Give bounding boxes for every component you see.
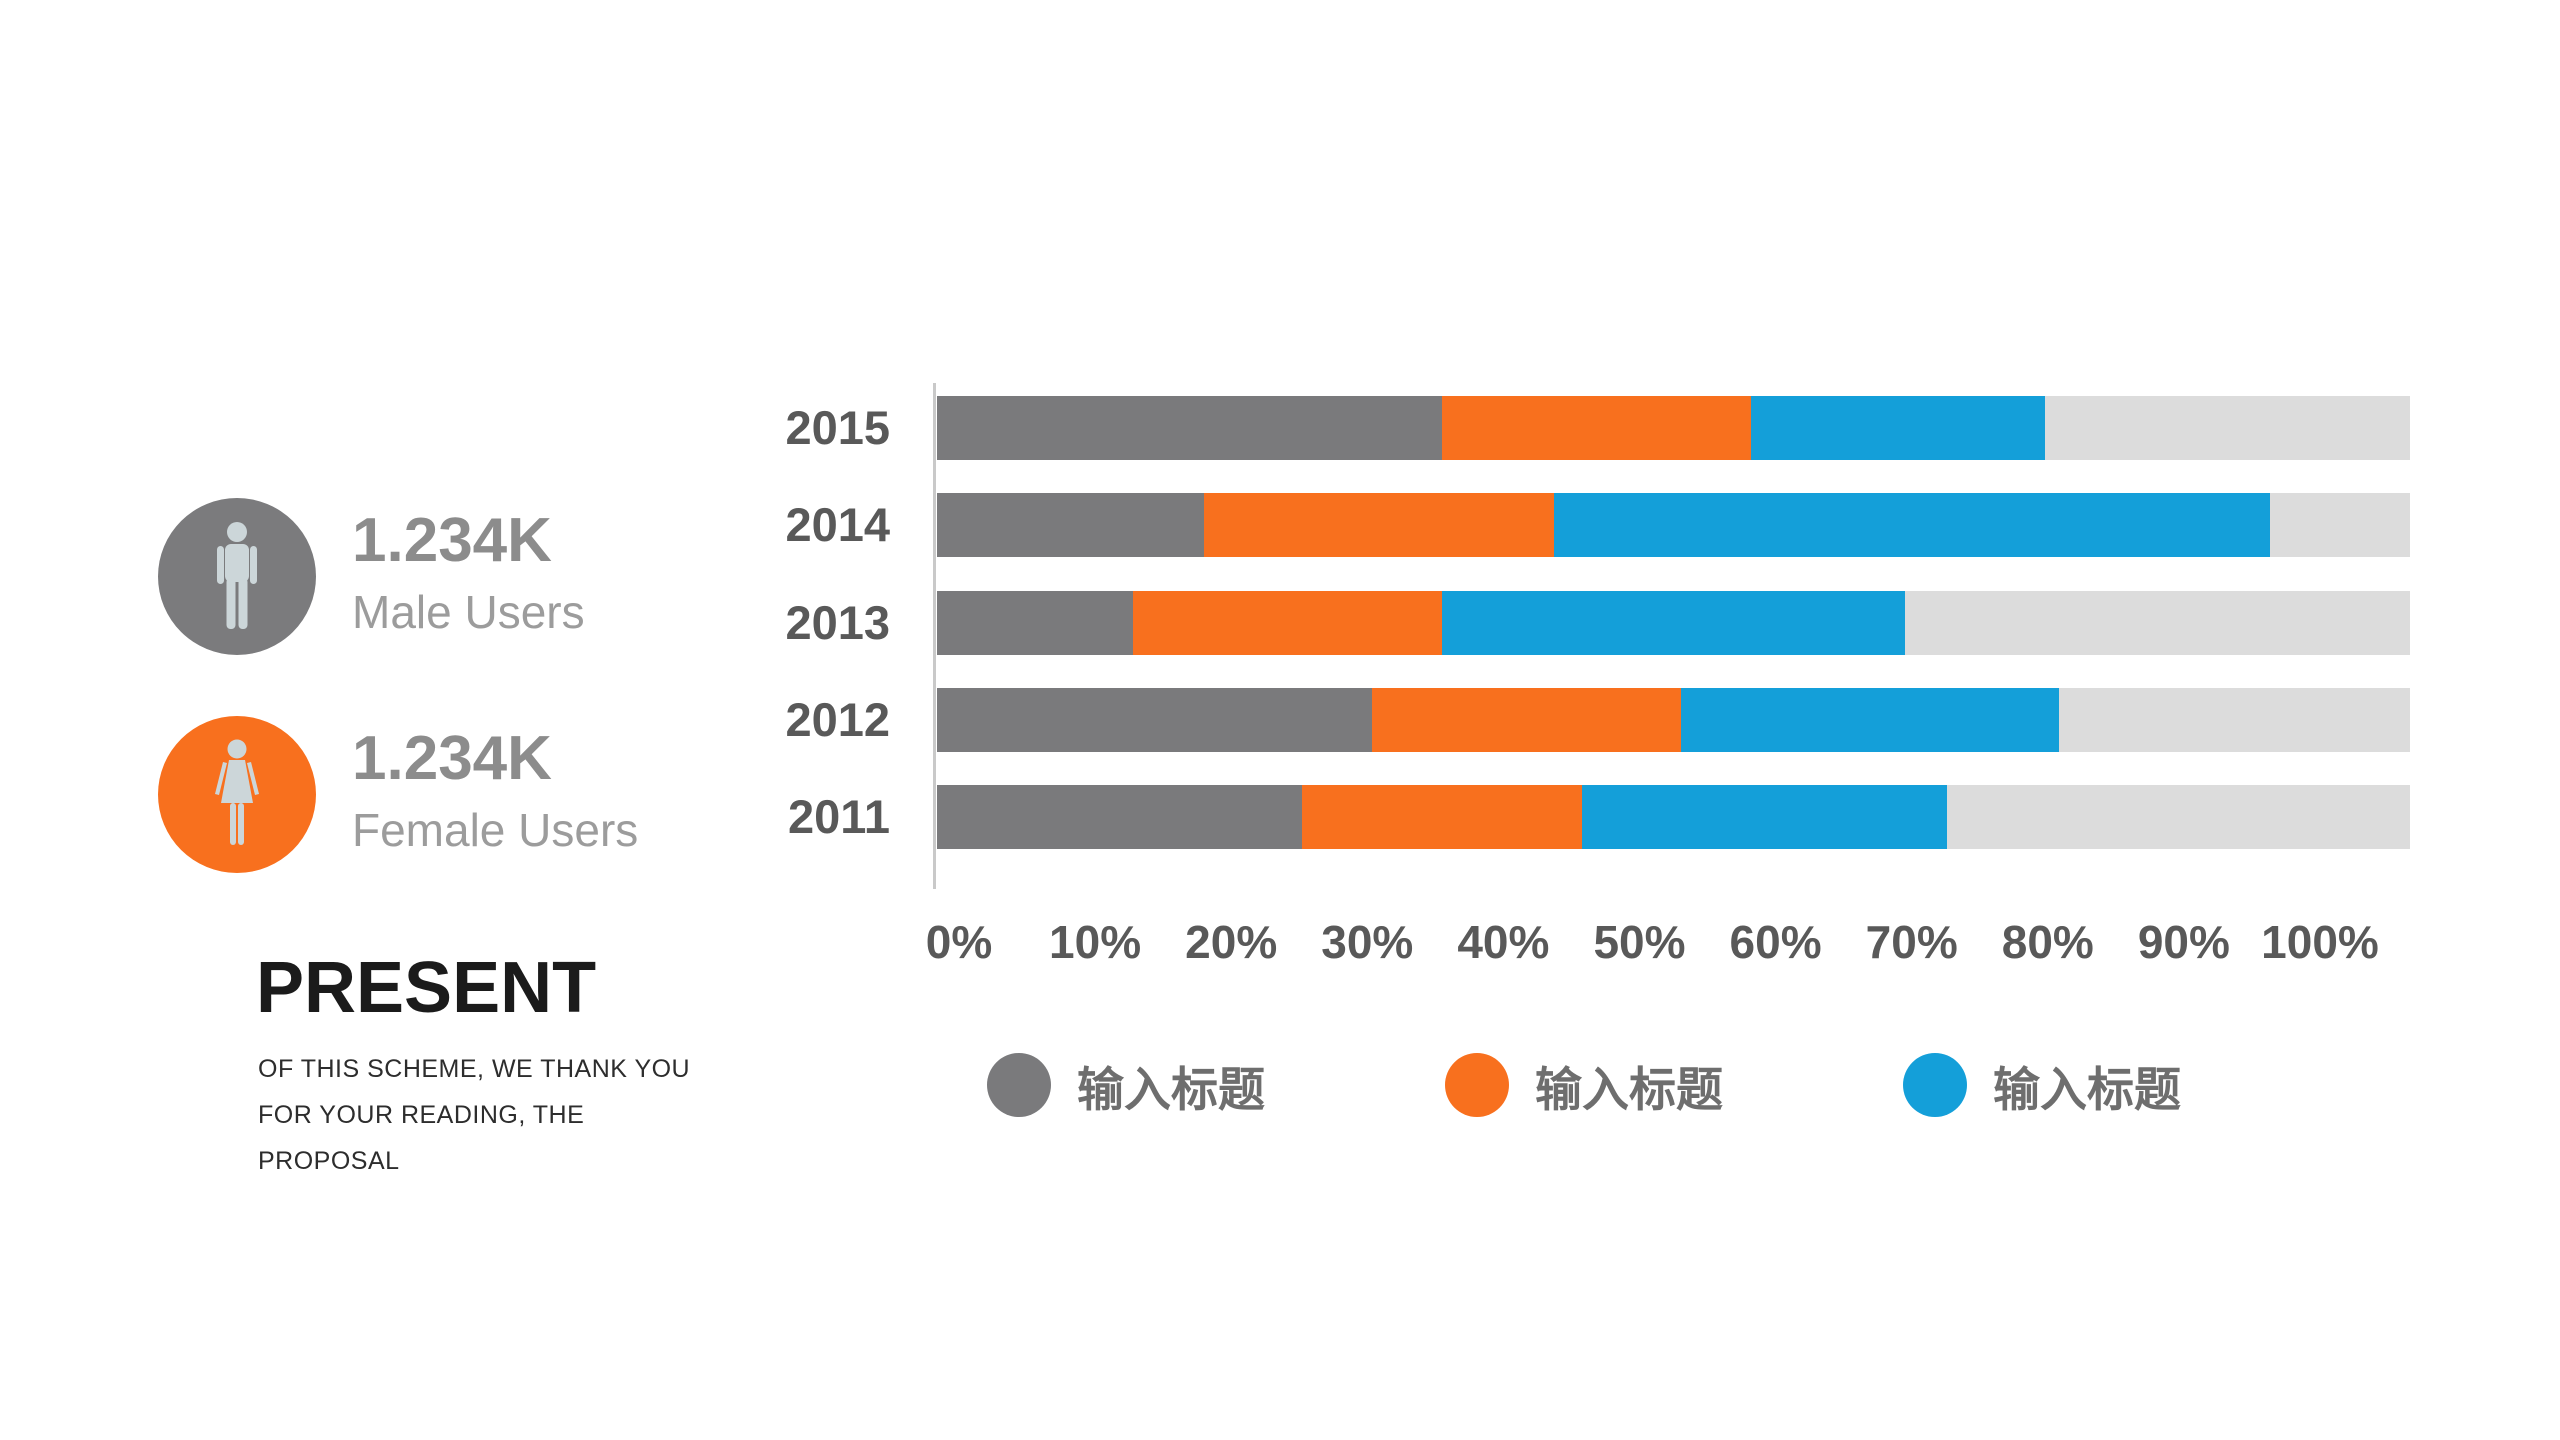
legend-marker-icon bbox=[1903, 1053, 1967, 1117]
bar-row: 2012 bbox=[0, 687, 2560, 752]
male-users-value: 1.234K bbox=[352, 506, 552, 575]
legend-item: 输入标题 bbox=[987, 1051, 1265, 1120]
bar-track bbox=[937, 785, 2410, 849]
bar-row: 2015 bbox=[0, 396, 2560, 460]
bar-segment bbox=[1301, 785, 1583, 849]
x-axis-ticks: 0% 10% 20% 30% 40% 50% 60% 70% 80% 90% 100% bbox=[926, 910, 2410, 974]
bar-row: 2014 bbox=[0, 493, 2560, 558]
male-users-stat: 1.234K Male Users bbox=[352, 506, 585, 638]
present-title: PRESENT bbox=[256, 948, 597, 1028]
x-tick-label: 40% bbox=[1457, 916, 1550, 968]
x-tick-label: 30% bbox=[1321, 916, 1414, 968]
bar-track bbox=[937, 396, 2410, 460]
bar-segment bbox=[937, 785, 1302, 849]
female-users-label: Female Users bbox=[352, 804, 639, 856]
legend-label: 输入标题 bbox=[1993, 1062, 2181, 1116]
x-tick-label: 50% bbox=[1593, 916, 1686, 968]
present-description-line: FOR YOUR READING, THE bbox=[258, 1101, 585, 1129]
bar-segment bbox=[937, 493, 1204, 558]
present-description-line: PROPOSAL bbox=[258, 1147, 400, 1175]
legend-label: 输入标题 bbox=[1077, 1062, 1265, 1116]
bar-row: 2013 bbox=[0, 590, 2560, 655]
present-description-line: OF THIS SCHEME, WE THANK YOU bbox=[258, 1055, 691, 1083]
category-label: 2011 bbox=[788, 790, 890, 843]
female-users-value: 1.234K bbox=[352, 724, 552, 793]
x-tick-label: 90% bbox=[2137, 916, 2230, 968]
x-tick-label: 60% bbox=[1729, 916, 1822, 968]
bar-segment bbox=[1133, 590, 1443, 655]
bar-segment bbox=[1554, 493, 2270, 558]
x-tick-label: 10% bbox=[1049, 916, 1142, 968]
male-users-circle bbox=[158, 498, 316, 655]
bar-track bbox=[937, 493, 2410, 558]
bar-segment bbox=[1680, 687, 2060, 752]
male-person-icon bbox=[217, 521, 257, 629]
legend-item: 输入标题 bbox=[1903, 1051, 2181, 1120]
legend-marker-icon bbox=[1445, 1053, 1509, 1117]
female-users-circle bbox=[158, 716, 316, 873]
bar-segment bbox=[937, 396, 1443, 460]
bar-segment bbox=[937, 590, 1134, 655]
category-label: 2012 bbox=[785, 692, 890, 746]
bar-row: 2011 bbox=[0, 785, 2560, 849]
x-tick-label: 80% bbox=[2001, 916, 2094, 968]
bar-segment bbox=[1442, 590, 1905, 655]
bar-segment bbox=[1750, 396, 2046, 460]
x-tick-label: 70% bbox=[1865, 916, 1958, 968]
female-person-icon bbox=[215, 739, 259, 845]
x-tick-label: 0% bbox=[925, 916, 993, 968]
legend-item: 输入标题 bbox=[1445, 1051, 1723, 1120]
y-axis-line bbox=[933, 383, 936, 889]
category-label: 2013 bbox=[785, 595, 890, 649]
x-tick-label: 20% bbox=[1185, 916, 1278, 968]
bar-segment bbox=[1371, 687, 1681, 752]
category-label: 2014 bbox=[785, 498, 890, 552]
bar-segment bbox=[1203, 493, 1555, 558]
legend-label: 输入标题 bbox=[1535, 1062, 1723, 1116]
bar-track bbox=[937, 590, 2410, 655]
male-users-label: Male Users bbox=[352, 586, 585, 638]
legend-marker-icon bbox=[987, 1053, 1051, 1117]
bar-segment bbox=[1442, 396, 1751, 460]
present-description: OF THIS SCHEME, WE THANK YOU FOR YOUR RE… bbox=[258, 1046, 690, 1184]
bar-track bbox=[937, 687, 2410, 752]
x-tick-label: 100% bbox=[2261, 916, 2379, 968]
chart-legend: 输入标题 输入标题 输入标题 bbox=[987, 1052, 2181, 1118]
bar-segment bbox=[937, 687, 1372, 752]
bar-segment bbox=[1582, 785, 1948, 849]
category-label: 2015 bbox=[785, 401, 890, 454]
female-users-stat: 1.234K Female Users bbox=[352, 724, 639, 856]
